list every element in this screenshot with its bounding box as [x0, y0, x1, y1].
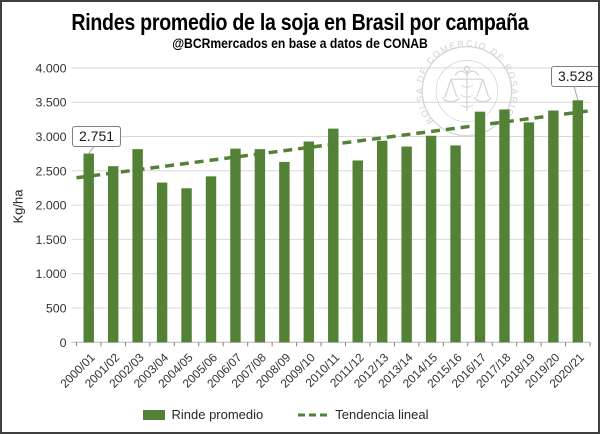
bar — [401, 146, 412, 343]
bar — [499, 109, 510, 343]
y-tick-label: 500 — [46, 302, 67, 316]
bar — [450, 145, 461, 343]
trendline — [76, 109, 591, 180]
callout-last-value: 3.528 — [558, 68, 594, 84]
legend-item-bars: Rinde promedio — [143, 407, 263, 422]
y-tick-label: 1.000 — [36, 267, 67, 281]
y-tick-label: 2.500 — [36, 164, 67, 178]
callout-first-bar: 2.751 — [72, 126, 122, 147]
bar — [572, 100, 584, 343]
chart-subtitle-wrap: @BCRmercados en base a datos de CONAB — [2, 35, 598, 53]
chart-subtitle: @BCRmercados en base a datos de CONAB — [172, 36, 428, 51]
bar — [156, 182, 168, 343]
callout-leader-line — [573, 85, 579, 101]
legend-bar-label: Rinde promedio — [171, 407, 264, 422]
bar — [303, 141, 315, 343]
watermark-inner-ring — [435, 60, 499, 123]
dashed-line-swatch-icon — [298, 413, 329, 416]
bar — [254, 149, 266, 343]
bar — [376, 140, 388, 343]
bar — [548, 110, 559, 343]
legend: Rinde promedio Tendencia lineal — [2, 407, 598, 422]
y-tick-label: 3.500 — [36, 96, 67, 110]
callout-first-value: 2.751 — [79, 128, 115, 144]
y-tick-label: 2.000 — [36, 199, 67, 213]
bar — [107, 166, 119, 343]
bar — [181, 188, 192, 343]
legend-trend-label: Tendencia lineal — [335, 407, 429, 422]
legend-item-trend: Tendencia lineal — [297, 407, 429, 422]
bar — [83, 153, 94, 343]
bar — [523, 122, 535, 343]
watermark-outer-ring — [421, 45, 513, 137]
y-tick-label: 0 — [60, 336, 67, 350]
page-title: Rindes promedio de la soja en Brasil por… — [2, 9, 598, 36]
bar — [205, 176, 217, 343]
bar — [132, 149, 143, 343]
bar — [328, 128, 339, 343]
legend-row: Rinde promedio Tendencia lineal — [143, 407, 429, 422]
bar — [425, 135, 437, 343]
bar — [230, 148, 241, 343]
bar-swatch-icon — [143, 409, 166, 420]
callout-last-bar: 3.528 — [551, 66, 598, 87]
bar — [352, 160, 363, 343]
y-tick-label: 4.000 — [36, 61, 67, 75]
bar — [474, 111, 486, 343]
bar-layer — [83, 100, 584, 343]
y-tick-label: 3.000 — [36, 130, 67, 144]
bar — [279, 161, 290, 343]
caduceus-scales-icon — [442, 65, 492, 111]
y-tick-label: 1.500 — [36, 233, 67, 247]
chart-title: Rindes promedio de la soja en Brasil por… — [71, 9, 529, 35]
